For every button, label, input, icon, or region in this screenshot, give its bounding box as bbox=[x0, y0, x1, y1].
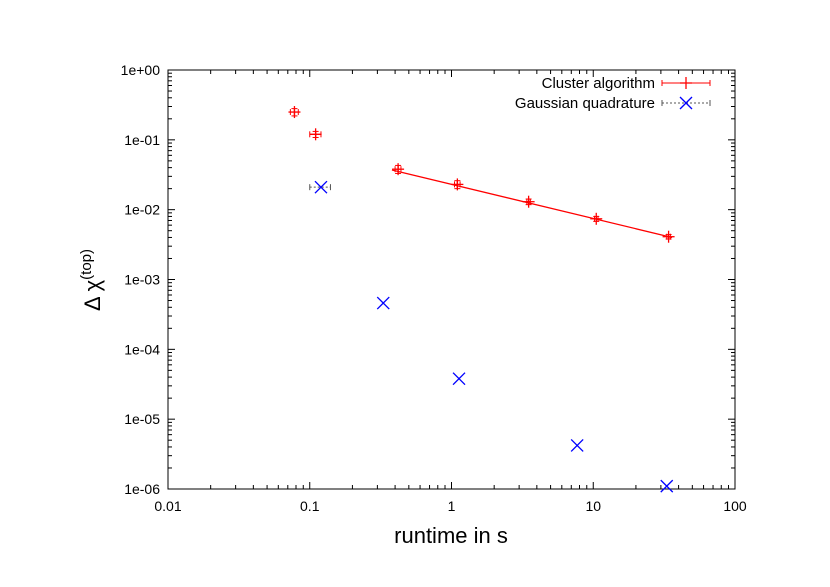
x-tick-label: 10 bbox=[585, 498, 601, 514]
marker-stroke bbox=[679, 96, 693, 110]
y-tick-label: 1e+00 bbox=[121, 62, 161, 78]
x-tick-label: 100 bbox=[723, 498, 747, 514]
data-point bbox=[662, 230, 675, 243]
legend-sample-cluster bbox=[661, 77, 711, 89]
series-gaussian-quadrature bbox=[309, 180, 674, 493]
legend-marker bbox=[680, 77, 692, 89]
legend: Cluster algorithm Gaussian quadrature bbox=[515, 75, 711, 112]
data-point bbox=[314, 180, 328, 194]
marker-stroke bbox=[452, 372, 466, 386]
x-axis: 0.01 0.1 1 10 100 bbox=[154, 70, 747, 514]
y-tick-label: 1e-04 bbox=[124, 341, 160, 357]
series-cluster-algorithm bbox=[288, 106, 675, 243]
legend-marker bbox=[679, 96, 693, 110]
x-tick-label: 0.01 bbox=[154, 498, 181, 514]
marker-stroke bbox=[570, 439, 584, 452]
data-point bbox=[392, 163, 405, 176]
y-tick-label: 1e-03 bbox=[124, 272, 160, 288]
x-tick-label: 0.1 bbox=[300, 498, 320, 514]
y-axis-title: Δ χ(top) bbox=[78, 249, 105, 311]
data-point bbox=[522, 195, 535, 208]
data-point bbox=[452, 372, 466, 386]
fit-line bbox=[391, 169, 673, 239]
x-tick-label: 1 bbox=[448, 498, 456, 514]
y-axis: 1e+00 1e-01 1e-02 1e-03 1e-04 1e-05 1e-06 bbox=[121, 62, 735, 497]
marker-stroke bbox=[314, 180, 328, 194]
data-point bbox=[451, 178, 464, 191]
y-tick-label: 1e-06 bbox=[124, 481, 160, 497]
marker-stroke bbox=[376, 296, 390, 310]
legend-label-cluster: Cluster algorithm bbox=[542, 75, 655, 92]
plot-frame bbox=[167, 69, 736, 490]
legend-label-gaussian: Gaussian quadrature bbox=[515, 95, 655, 112]
legend-sample-gaussian bbox=[661, 96, 711, 110]
x-axis-title: runtime in s bbox=[394, 523, 508, 548]
data-point bbox=[376, 296, 390, 310]
y-axis-title-base: Δ χ bbox=[80, 279, 105, 311]
data-point bbox=[309, 128, 322, 141]
marker-stroke bbox=[660, 479, 674, 493]
series-layer bbox=[288, 106, 675, 493]
y-tick-label: 1e-05 bbox=[124, 411, 160, 427]
y-tick-label: 1e-01 bbox=[124, 132, 160, 148]
data-point bbox=[660, 479, 674, 493]
data-point bbox=[288, 106, 301, 119]
data-point bbox=[570, 439, 584, 452]
y-axis-title-sup: (top) bbox=[78, 249, 95, 280]
data-point bbox=[590, 212, 603, 225]
y-tick-label: 1e-02 bbox=[124, 202, 160, 218]
